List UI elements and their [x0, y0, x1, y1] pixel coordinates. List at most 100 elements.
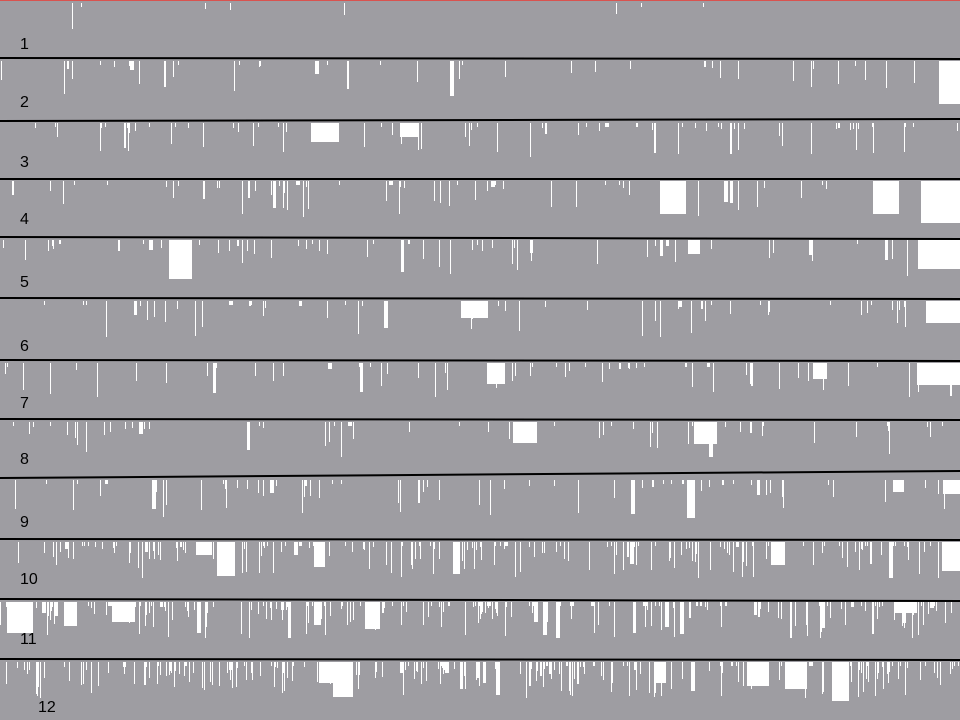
coverage-gap [158, 542, 159, 555]
coverage-gap [569, 662, 570, 691]
coverage-gap [904, 123, 905, 128]
coverage-gap [129, 542, 130, 563]
coverage-gap [219, 181, 220, 188]
coverage-gap [497, 602, 498, 616]
coverage-gap [386, 181, 387, 201]
coverage-gap [865, 61, 866, 80]
coverage-gap [861, 301, 862, 315]
coverage-gap-block [461, 301, 488, 318]
coverage-gap [950, 662, 951, 674]
coverage-gap [74, 181, 75, 185]
row-label-8: 8 [20, 451, 29, 468]
coverage-gap [202, 662, 203, 688]
coverage-gap [485, 602, 486, 613]
coverage-gap [306, 602, 307, 634]
coverage-gap [559, 662, 560, 674]
coverage-gap [498, 301, 499, 306]
coverage-gap [25, 240, 26, 260]
coverage-gap [859, 542, 860, 570]
coverage-gap [353, 602, 354, 620]
coverage-gap [293, 662, 294, 666]
coverage-gap [858, 662, 859, 697]
coverage-gap [392, 602, 393, 606]
coverage-gap [423, 602, 424, 625]
coverage-gap [730, 123, 732, 154]
coverage-gap [406, 602, 407, 612]
coverage-gap [531, 662, 532, 669]
coverage-gap [91, 662, 92, 693]
coverage-gap [442, 662, 443, 668]
coverage-gap [166, 480, 167, 505]
coverage-gap [33, 422, 34, 427]
coverage-gap [153, 542, 154, 551]
coverage-gap [636, 363, 637, 368]
coverage-gap [650, 422, 651, 447]
coverage-gap [400, 181, 401, 187]
coverage-gap-block [873, 181, 899, 214]
coverage-gap [23, 363, 24, 390]
coverage-gap [759, 602, 760, 606]
coverage-gap [166, 662, 167, 676]
coverage-gap [536, 662, 537, 681]
coverage-gap [140, 301, 141, 306]
coverage-gap [169, 662, 170, 675]
coverage-gap [185, 602, 186, 607]
coverage-gap [284, 181, 285, 193]
coverage-gap [872, 123, 873, 127]
coverage-gap [927, 422, 928, 427]
coverage-gap [226, 480, 227, 508]
coverage-gap [630, 542, 634, 564]
coverage-gap [237, 662, 238, 668]
coverage-gap [124, 662, 125, 674]
coverage-gap [381, 123, 382, 127]
coverage-gap [744, 123, 745, 129]
coverage-gap [556, 363, 557, 367]
coverage-gap [443, 602, 444, 612]
coverage-gap [364, 542, 365, 550]
coverage-gap [568, 542, 569, 561]
coverage-gap [46, 480, 47, 484]
coverage-gap [700, 602, 701, 606]
coverage-gap [865, 542, 866, 546]
coverage-gap [822, 181, 823, 185]
coverage-gap [434, 542, 435, 549]
coverage-gap [873, 123, 874, 153]
coverage-gap [177, 301, 178, 309]
coverage-gap [743, 662, 744, 686]
coverage-gap [578, 480, 579, 513]
coverage-gap [477, 123, 478, 127]
coverage-gap [158, 662, 159, 666]
coverage-gap [758, 602, 760, 617]
coverage-gap [495, 542, 496, 546]
row-2-band [0, 59, 960, 121]
coverage-gap-block [217, 542, 235, 576]
coverage-gap [165, 602, 166, 611]
coverage-gap [857, 240, 858, 244]
coverage-gap [614, 602, 615, 637]
coverage-gap [778, 602, 779, 618]
coverage-gap [571, 61, 572, 73]
coverage-gap [492, 240, 493, 248]
coverage-gap [483, 662, 486, 683]
coverage-gap [542, 123, 543, 128]
coverage-gap [251, 662, 252, 673]
coverage-gap [919, 542, 920, 574]
coverage-gap [954, 662, 955, 666]
coverage-gap [511, 602, 512, 606]
coverage-gap [733, 542, 734, 572]
coverage-gap [908, 542, 909, 560]
coverage-gap [57, 123, 58, 137]
coverage-gap [895, 542, 896, 546]
coverage-gap [603, 422, 604, 435]
coverage-gap [710, 542, 711, 570]
coverage-gap [519, 301, 520, 331]
coverage-gap [920, 662, 921, 680]
coverage-gap [108, 662, 109, 673]
coverage-gap [238, 123, 239, 132]
coverage-gap [419, 542, 420, 546]
coverage-gap [704, 61, 706, 67]
coverage-gap [659, 602, 660, 606]
coverage-gap [811, 123, 812, 154]
coverage-gap [125, 422, 126, 429]
coverage-gap [905, 662, 906, 695]
